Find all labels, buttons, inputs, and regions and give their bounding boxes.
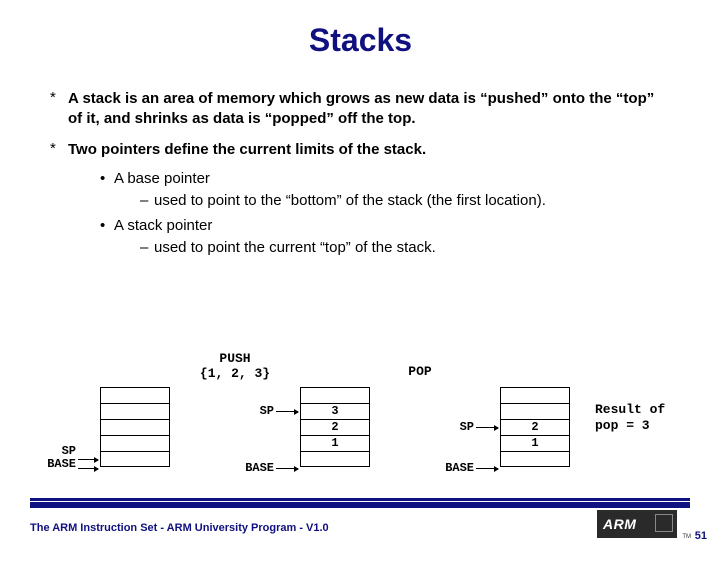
bullet-2b1-text: used to point the current “top” of the s… — [154, 239, 436, 256]
stack2-cell-4 — [300, 451, 370, 467]
arrow-icon — [276, 468, 298, 469]
ptr-base-3: BASE — [436, 462, 474, 475]
bullet-2b-text: A stack pointer — [114, 217, 212, 234]
bullet-2a: •A base pointer — [100, 170, 671, 187]
ptr-spbase-1: SP BASE — [36, 445, 76, 471]
stack1-cell-4 — [100, 451, 170, 467]
stack2-cell-2: 2 — [300, 419, 370, 435]
stack-3: 2 1 — [500, 387, 570, 467]
bullet-2a1: –used to point to the “bottom” of the st… — [140, 191, 671, 211]
stack3-cell-0 — [500, 387, 570, 403]
push-label: PUSH {1, 2, 3} — [195, 352, 275, 382]
arrow-icon — [78, 468, 98, 469]
stack-2: 3 2 1 — [300, 387, 370, 467]
stack3-cell-3: 1 — [500, 435, 570, 451]
content-body: *A stack is an area of memory which grow… — [50, 89, 671, 258]
arm-logo-box-icon — [655, 514, 673, 532]
stack2-cell-3: 1 — [300, 435, 370, 451]
stack1-cell-1 — [100, 403, 170, 419]
bullet-2b1: –used to point the current “top” of the … — [140, 238, 671, 258]
bullet-1-text: A stack is an area of memory which grows… — [68, 89, 658, 130]
trademark-text: TM — [682, 534, 691, 540]
result-line-2: pop = 3 — [595, 418, 665, 434]
bullet-2b: •A stack pointer — [100, 217, 671, 234]
ptr-sp-2: SP — [250, 405, 274, 418]
result-label: Result of pop = 3 — [595, 402, 665, 433]
ptr-sp-3: SP — [450, 421, 474, 434]
footer-divider-thin — [30, 498, 690, 501]
stack1-cell-0 — [100, 387, 170, 403]
bullet-2-text: Two pointers define the current limits o… — [68, 140, 658, 160]
slide-title: Stacks — [0, 22, 721, 59]
stack2-cell-0 — [300, 387, 370, 403]
bullet-1: *A stack is an area of memory which grow… — [50, 89, 671, 130]
stack2-cell-1: 3 — [300, 403, 370, 419]
stack-diagram: SP BASE PUSH {1, 2, 3} 3 2 1 SP BASE POP… — [0, 347, 721, 492]
bullet-2a1-text: used to point to the “bottom” of the sta… — [154, 192, 546, 209]
stack3-cell-1 — [500, 403, 570, 419]
result-line-1: Result of — [595, 402, 665, 418]
arrow-icon — [276, 411, 298, 412]
page-number: 51 — [695, 530, 707, 542]
bullet-2a-text: A base pointer — [114, 170, 210, 187]
arrow-icon — [476, 427, 498, 428]
pop-label: POP — [400, 365, 440, 380]
stack-1 — [100, 387, 170, 467]
ptr-base-2: BASE — [236, 462, 274, 475]
stack3-cell-4 — [500, 451, 570, 467]
stack3-cell-2: 2 — [500, 419, 570, 435]
footer-text: The ARM Instruction Set - ARM University… — [30, 522, 329, 534]
arrow-icon — [78, 459, 98, 460]
arrow-icon — [476, 468, 498, 469]
stack1-cell-2 — [100, 419, 170, 435]
bullet-2: *Two pointers define the current limits … — [50, 140, 671, 160]
arm-logo-text: ARM — [603, 516, 636, 532]
footer-divider-thick — [30, 502, 690, 508]
arm-logo: ARM TM — [597, 510, 677, 538]
stack1-cell-3 — [100, 435, 170, 451]
